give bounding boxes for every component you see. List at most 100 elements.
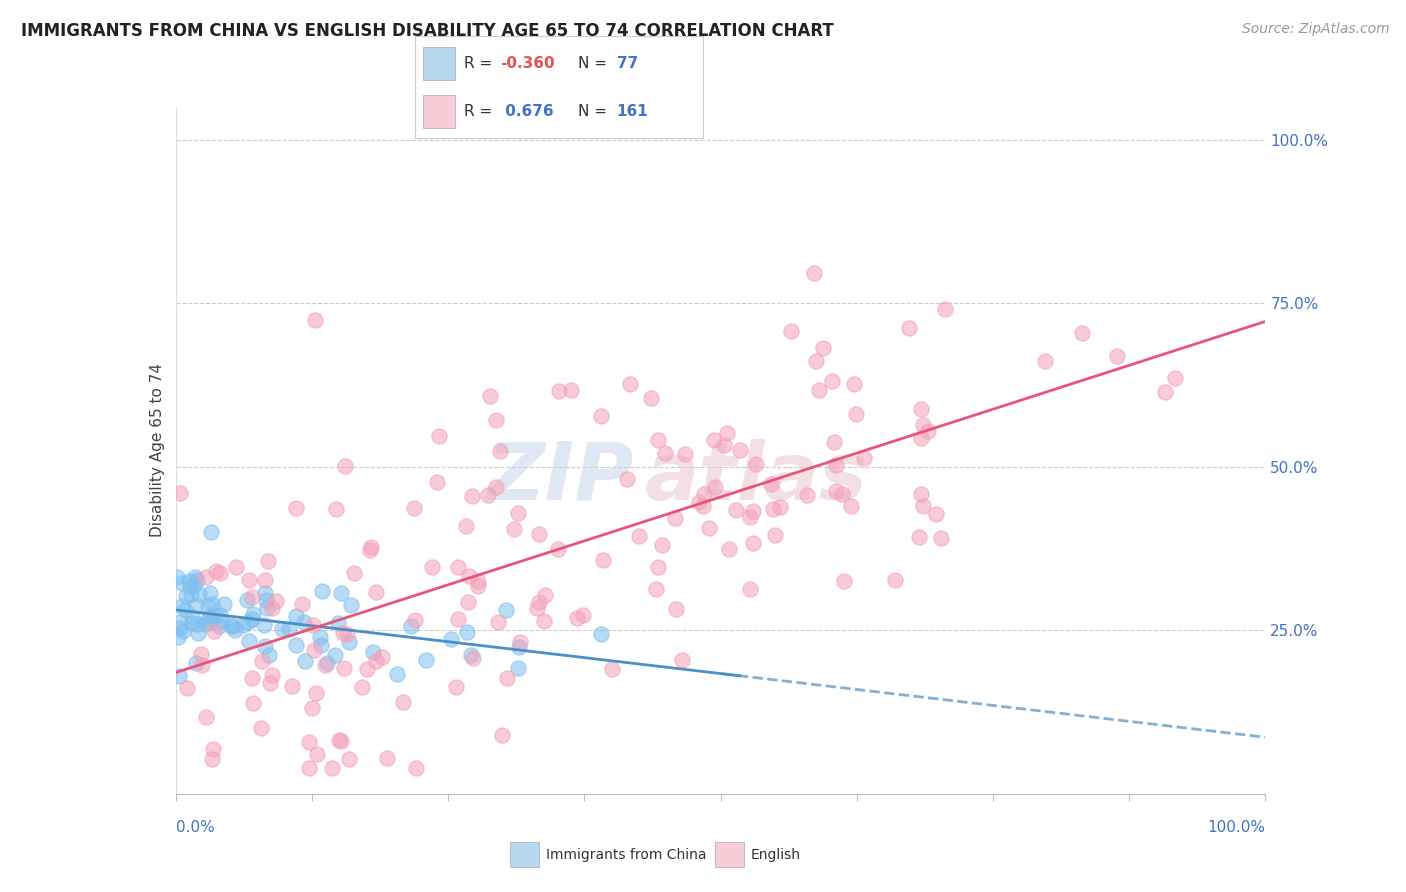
Point [917, 424, 939, 438]
Point [703, 433, 725, 447]
Point [456, 519, 478, 533]
Point [716, 425, 738, 440]
Point [250, 721, 273, 735]
Point [179, 580, 201, 594]
Point [645, 582, 668, 597]
Point [825, 458, 848, 472]
Point [186, 573, 208, 587]
Point [769, 500, 792, 515]
Point [375, 751, 398, 765]
Point [392, 695, 415, 709]
Point [200, 615, 222, 630]
Point [250, 654, 273, 668]
Point [803, 266, 825, 280]
Point [831, 487, 853, 501]
Point [232, 618, 254, 632]
Point [187, 625, 209, 640]
Point [467, 579, 489, 593]
Point [337, 635, 360, 649]
Point [463, 651, 485, 665]
Point [1071, 326, 1094, 340]
Point [496, 671, 519, 685]
Point [254, 586, 277, 600]
Point [477, 487, 499, 501]
Text: -0.360: -0.360 [499, 56, 554, 70]
Point [485, 413, 508, 427]
Text: N =: N = [578, 104, 612, 120]
Point [169, 615, 191, 630]
Point [343, 566, 366, 580]
Point [491, 728, 513, 742]
Point [533, 614, 555, 628]
Point [240, 671, 263, 685]
Text: 0.0%: 0.0% [176, 820, 215, 835]
Point [302, 618, 325, 632]
Point [259, 676, 281, 690]
Text: ZIP: ZIP [486, 439, 633, 517]
Point [254, 592, 277, 607]
Point [627, 528, 650, 542]
Point [911, 417, 934, 432]
Text: 161: 161 [616, 104, 648, 120]
Point [486, 615, 509, 629]
Point [337, 752, 360, 766]
Text: 77: 77 [616, 56, 638, 70]
Point [485, 480, 508, 494]
Point [728, 442, 751, 457]
Text: R =: R = [464, 56, 496, 70]
Point [188, 587, 211, 601]
Point [242, 607, 264, 621]
Point [209, 608, 232, 623]
Point [198, 585, 221, 599]
Point [415, 653, 437, 667]
Point [321, 761, 343, 775]
Point [200, 525, 222, 540]
Text: Source: ZipAtlas.com: Source: ZipAtlas.com [1241, 22, 1389, 37]
Point [305, 747, 328, 762]
Point [456, 625, 478, 640]
Point [508, 507, 530, 521]
Point [503, 522, 526, 536]
Point [640, 391, 662, 405]
Point [174, 589, 197, 603]
Point [1163, 371, 1185, 385]
Point [404, 501, 426, 516]
Point [447, 612, 470, 626]
Point [460, 489, 482, 503]
Point [364, 654, 387, 668]
Point [181, 615, 204, 630]
Point [181, 610, 204, 624]
Point [271, 622, 294, 636]
Point [330, 586, 353, 600]
Point [201, 597, 224, 611]
Point [202, 624, 225, 639]
Point [298, 761, 321, 775]
Point [173, 603, 195, 617]
Point [257, 554, 280, 568]
Point [235, 593, 257, 607]
Point [908, 530, 931, 544]
Point [845, 407, 868, 421]
Point [572, 607, 595, 622]
Point [204, 564, 226, 578]
Point [479, 389, 502, 403]
Point [194, 616, 217, 631]
Bar [714, 842, 744, 867]
Point [260, 600, 283, 615]
Point [166, 570, 188, 584]
Point [426, 475, 449, 489]
Point [253, 574, 276, 588]
Point [291, 597, 314, 611]
Point [647, 559, 669, 574]
Point [285, 638, 308, 652]
Text: IMMIGRANTS FROM CHINA VS ENGLISH DISABILITY AGE 65 TO 74 CORRELATION CHART: IMMIGRANTS FROM CHINA VS ENGLISH DISABIL… [21, 22, 834, 40]
Point [457, 569, 479, 583]
Point [256, 601, 278, 615]
Point [534, 588, 557, 602]
Point [333, 661, 356, 675]
Point [356, 662, 378, 676]
Point [323, 648, 346, 662]
Point [427, 429, 450, 443]
Point [195, 710, 218, 724]
Point [208, 566, 231, 580]
